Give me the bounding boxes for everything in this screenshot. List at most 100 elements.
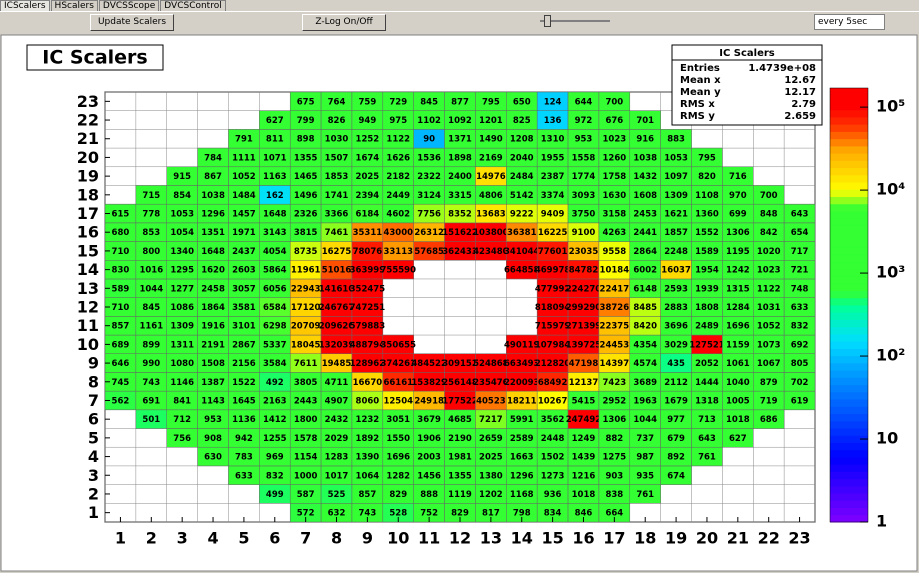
cell-label: 712	[173, 415, 191, 425]
cell-label: 3584	[263, 359, 287, 369]
cell-label: 90	[423, 135, 435, 145]
cell-label: 1017	[325, 471, 349, 481]
colorbar-step	[830, 377, 868, 386]
cell-label: 799	[297, 116, 315, 126]
cell-label: 350655	[381, 340, 417, 350]
cell-label: 1916	[201, 322, 225, 332]
cell-label: 756	[173, 434, 191, 444]
cell-label: 800	[142, 247, 160, 257]
cell-label: 57685	[414, 247, 444, 257]
x-tick-label: 10	[387, 529, 409, 548]
cell-label: 492	[266, 378, 284, 388]
tab[interactable]: HScalers	[50, 0, 98, 11]
colorbar-step	[830, 456, 868, 465]
cell-label: 761	[698, 453, 716, 463]
cell-label: 66161	[383, 378, 413, 388]
cell-label: 220093	[504, 378, 540, 388]
cell-label: 1038	[633, 153, 657, 163]
heat-cell	[753, 185, 785, 205]
colorbar-tick-label: 10²	[876, 346, 905, 365]
colorbar-step	[830, 95, 868, 103]
cell-label: 490119	[504, 340, 540, 350]
cell-label: 1963	[633, 396, 657, 406]
slider-track[interactable]	[540, 20, 610, 22]
cell-label: 674	[667, 471, 685, 481]
stats-name: RMS y	[680, 111, 715, 122]
tab[interactable]: DVCSControl	[160, 0, 226, 11]
cell-label: 1608	[633, 191, 657, 201]
cell-label: 791	[235, 135, 253, 145]
slider-thumb[interactable]	[544, 15, 551, 27]
cell-label: 18045	[291, 340, 321, 350]
cell-label: 633	[235, 471, 253, 481]
x-tick-label: 18	[634, 529, 656, 548]
cell-label: 2040	[510, 153, 534, 163]
cell-label: 4907	[325, 396, 349, 406]
update-button[interactable]: Update Scalers	[90, 14, 174, 31]
colorbar-step	[830, 276, 868, 284]
cell-label: 4574	[633, 359, 657, 369]
tab[interactable]: DVCSScope	[98, 0, 160, 11]
colorbar-frame	[829, 87, 869, 523]
cell-label: 1800	[294, 415, 318, 425]
colorbar-tick-label: 10⁵	[876, 97, 905, 116]
cell-label: 1355	[448, 471, 472, 481]
colorbar-tick-label: 1	[876, 512, 887, 531]
stats-value: 2.659	[784, 111, 816, 122]
cell-label: 778	[142, 210, 160, 220]
cell-label: 1282	[386, 471, 410, 481]
cell-label: 700	[605, 97, 623, 107]
colorbar-step	[830, 449, 868, 458]
interval-field[interactable]: every 5sec	[814, 14, 885, 30]
cell-label: 6184	[356, 210, 380, 220]
cell-label: 4263	[603, 228, 627, 238]
cell-label: 4685	[448, 415, 472, 425]
cell-label: 162	[266, 191, 284, 201]
cell-label: 1086	[170, 303, 194, 313]
zlog-button[interactable]: Z-Log On/Off	[302, 14, 386, 31]
cell-label: 755590	[381, 266, 417, 276]
cell-label: 18211	[507, 396, 537, 406]
cell-label: 299290	[566, 303, 602, 313]
cell-label: 7423	[603, 378, 627, 388]
cell-label: 362433	[442, 247, 478, 257]
cell-label: 2394	[356, 191, 380, 201]
cell-label: 1208	[510, 135, 534, 145]
cell-label: 1242	[726, 266, 750, 276]
tab[interactable]: ICScalers	[0, 0, 50, 11]
cell-label: 1052	[232, 172, 256, 182]
cell-label: 883	[667, 135, 685, 145]
cell-label: 499	[266, 490, 284, 500]
y-tick-label: 20	[77, 148, 99, 167]
cell-label: 689	[112, 340, 130, 350]
cell-label: 1758	[603, 172, 627, 182]
cell-label: 715	[142, 191, 160, 201]
cell-label: 23035	[569, 247, 599, 257]
cell-label: 972	[575, 116, 593, 126]
cell-label: 246767	[319, 303, 355, 313]
colorbar-step	[830, 391, 868, 400]
cell-label: 12504	[383, 396, 413, 406]
cell-label: 24453	[600, 340, 630, 350]
cell-label: 107984	[535, 340, 571, 350]
cell-label: 805	[791, 359, 809, 369]
cell-label: 1061	[726, 359, 750, 369]
cell-label: 103800	[473, 228, 509, 238]
colorbar-tick-label: 10³	[876, 263, 905, 282]
x-tick-label: 6	[269, 529, 280, 548]
colorbar-tick-label: 10⁴	[876, 180, 905, 199]
cell-label: 848	[760, 210, 778, 220]
colorbar-step	[830, 88, 868, 96]
y-tick-label: 3	[88, 466, 99, 485]
cell-label: 729	[389, 97, 407, 107]
cell-label: 1053	[170, 210, 194, 220]
cell-label: 3315	[448, 191, 472, 201]
cell-label: 3750	[572, 210, 596, 220]
cell-label: 212820	[535, 359, 571, 369]
cell-label: 990	[142, 359, 160, 369]
colorbar-step	[830, 268, 868, 277]
cell-label: 128962	[350, 359, 386, 369]
cell-label: 528	[389, 509, 407, 519]
cell-label: 47198	[569, 359, 599, 369]
cell-label: 686	[760, 415, 778, 425]
